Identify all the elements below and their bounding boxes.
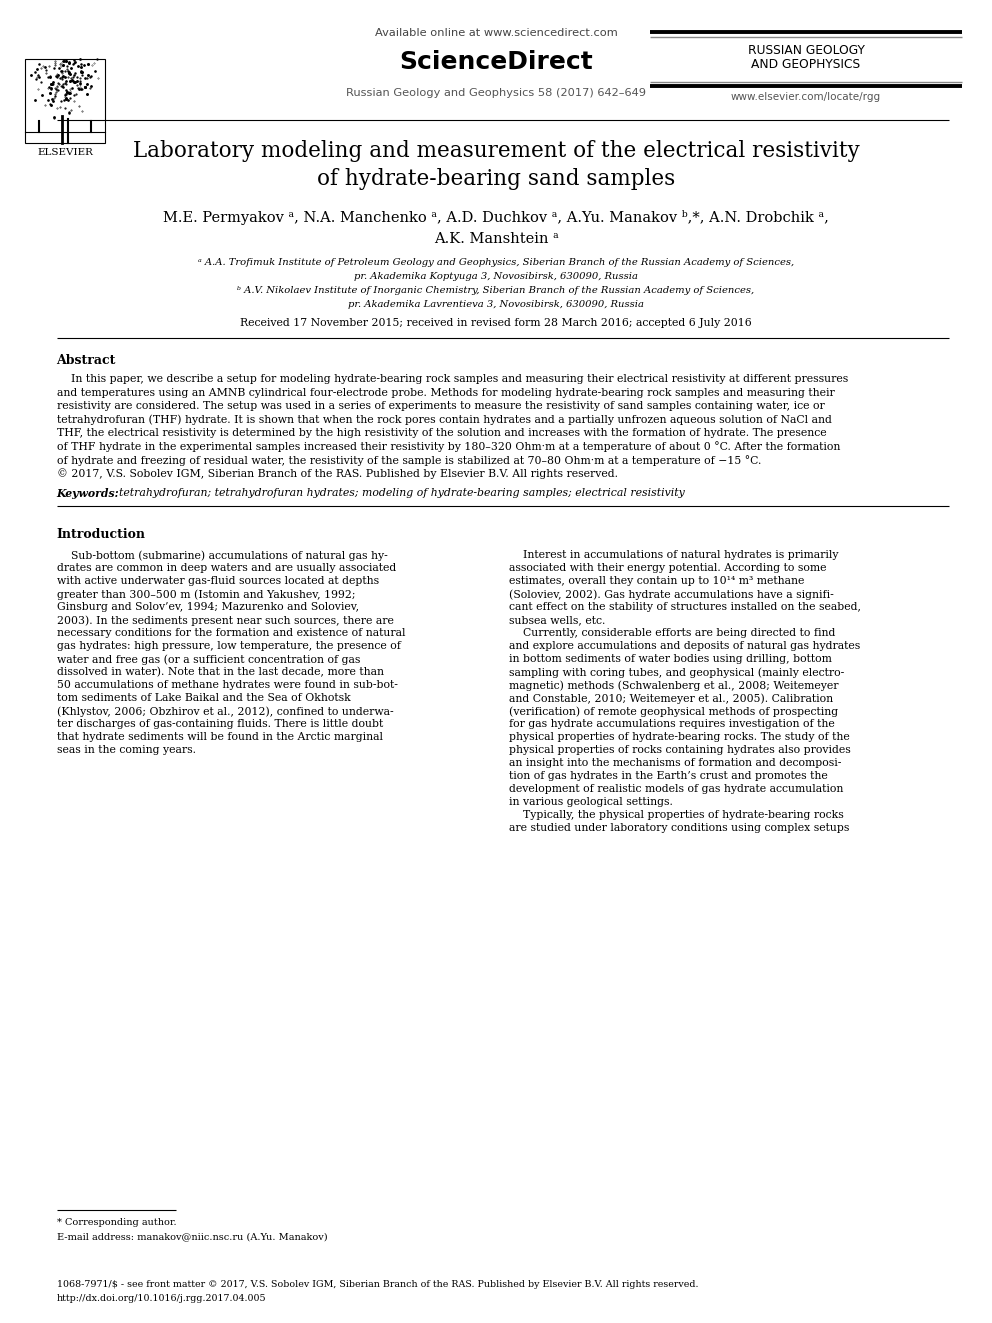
Text: are studied under laboratory conditions using complex setups: are studied under laboratory conditions … — [509, 823, 849, 833]
Text: of hydrate-bearing sand samples: of hydrate-bearing sand samples — [316, 168, 676, 191]
Text: AND GEOPHYSICS: AND GEOPHYSICS — [751, 58, 861, 71]
Text: Ginsburg and Solov’ev, 1994; Mazurenko and Soloviev,: Ginsburg and Solov’ev, 1994; Mazurenko a… — [57, 602, 359, 613]
Text: Keywords:: Keywords: — [57, 488, 123, 499]
Text: of hydrate and freezing of residual water, the resistivity of the sample is stab: of hydrate and freezing of residual wate… — [57, 455, 761, 466]
Text: Typically, the physical properties of hydrate-bearing rocks: Typically, the physical properties of hy… — [509, 810, 843, 820]
Text: resistivity are considered. The setup was used in a series of experiments to mea: resistivity are considered. The setup wa… — [57, 401, 824, 411]
Text: Sub-bottom (submarine) accumulations of natural gas hy-: Sub-bottom (submarine) accumulations of … — [57, 550, 387, 561]
Text: gas hydrates: high pressure, low temperature, the presence of: gas hydrates: high pressure, low tempera… — [57, 642, 401, 651]
Text: E-mail address: manakov@niic.nsc.ru (A.Yu. Manakov): E-mail address: manakov@niic.nsc.ru (A.Y… — [57, 1232, 327, 1241]
Text: development of realistic models of gas hydrate accumulation: development of realistic models of gas h… — [509, 785, 843, 794]
Text: ELSEVIER: ELSEVIER — [37, 148, 93, 157]
Text: (Khlystov, 2006; Obzhirov et al., 2012), confined to underwa-: (Khlystov, 2006; Obzhirov et al., 2012),… — [57, 706, 393, 717]
Text: greater than 300–500 m (Istomin and Yakushev, 1992;: greater than 300–500 m (Istomin and Yaku… — [57, 589, 355, 599]
Text: subsea wells, etc.: subsea wells, etc. — [509, 615, 605, 624]
Text: Russian Geology and Geophysics 58 (2017) 642–649: Russian Geology and Geophysics 58 (2017)… — [346, 89, 646, 98]
Text: THF, the electrical resistivity is determined by the high resistivity of the sol: THF, the electrical resistivity is deter… — [57, 429, 826, 438]
Text: * Corresponding author.: * Corresponding author. — [57, 1218, 177, 1226]
Text: an insight into the mechanisms of formation and decomposi-: an insight into the mechanisms of format… — [509, 758, 841, 767]
Text: physical properties of rocks containing hydrates also provides: physical properties of rocks containing … — [509, 745, 851, 755]
Text: of THF hydrate in the experimental samples increased their resistivity by 180–32: of THF hydrate in the experimental sampl… — [57, 442, 840, 452]
Text: sampling with coring tubes, and geophysical (mainly electro-: sampling with coring tubes, and geophysi… — [509, 667, 844, 677]
Text: that hydrate sediments will be found in the Arctic marginal: that hydrate sediments will be found in … — [57, 732, 383, 742]
Text: dissolved in water). Note that in the last decade, more than: dissolved in water). Note that in the la… — [57, 667, 384, 677]
Text: Laboratory modeling and measurement of the electrical resistivity: Laboratory modeling and measurement of t… — [133, 140, 859, 161]
Text: http://dx.doi.org/10.1016/j.rgg.2017.04.005: http://dx.doi.org/10.1016/j.rgg.2017.04.… — [57, 1294, 266, 1303]
Text: Available online at www.sciencedirect.com: Available online at www.sciencedirect.co… — [375, 28, 617, 38]
Text: associated with their energy potential. According to some: associated with their energy potential. … — [509, 564, 826, 573]
Text: Currently, considerable efforts are being directed to find: Currently, considerable efforts are bein… — [509, 628, 835, 638]
Text: Abstract: Abstract — [57, 355, 116, 366]
Text: with active underwater gas-fluid sources located at depths: with active underwater gas-fluid sources… — [57, 576, 379, 586]
Text: Received 17 November 2015; received in revised form 28 March 2016; accepted 6 Ju: Received 17 November 2015; received in r… — [240, 318, 752, 328]
Text: A.K. Manshtein ᵃ: A.K. Manshtein ᵃ — [434, 232, 558, 246]
Text: water and free gas (or a sufficient concentration of gas: water and free gas (or a sufficient conc… — [57, 654, 360, 664]
Text: estimates, overall they contain up to 10¹⁴ m³ methane: estimates, overall they contain up to 10… — [509, 576, 805, 586]
Text: 50 accumulations of methane hydrates were found in sub-bot-: 50 accumulations of methane hydrates wer… — [57, 680, 398, 691]
Text: and Constable, 2010; Weitemeyer et al., 2005). Calibration: and Constable, 2010; Weitemeyer et al., … — [509, 693, 833, 704]
Text: tom sediments of Lake Baikal and the Sea of Okhotsk: tom sediments of Lake Baikal and the Sea… — [57, 693, 350, 703]
Text: and temperatures using an AMNB cylindrical four-electrode probe. Methods for mod: and temperatures using an AMNB cylindric… — [57, 388, 834, 397]
Text: drates are common in deep waters and are usually associated: drates are common in deep waters and are… — [57, 564, 396, 573]
Text: in bottom sediments of water bodies using drilling, bottom: in bottom sediments of water bodies usin… — [509, 654, 831, 664]
Text: tetrahydrofuran; tetrahydrofuran hydrates; modeling of hydrate-bearing samples; : tetrahydrofuran; tetrahydrofuran hydrate… — [119, 488, 684, 497]
Text: RUSSIAN GEOLOGY: RUSSIAN GEOLOGY — [748, 44, 864, 57]
Text: pr. Akademika Koptyuga 3, Novosibirsk, 630090, Russia: pr. Akademika Koptyuga 3, Novosibirsk, 6… — [354, 273, 638, 280]
Text: ScienceDirect: ScienceDirect — [399, 50, 593, 74]
Text: (Soloviev, 2002). Gas hydrate accumulations have a signifi-: (Soloviev, 2002). Gas hydrate accumulati… — [509, 589, 833, 599]
Text: ᵃ A.A. Trofimuk Institute of Petroleum Geology and Geophysics, Siberian Branch o: ᵃ A.A. Trofimuk Institute of Petroleum G… — [198, 258, 794, 267]
Text: Interest in accumulations of natural hydrates is primarily: Interest in accumulations of natural hyd… — [509, 550, 838, 560]
Text: © 2017, V.S. Sobolev IGM, Siberian Branch of the RAS. Published by Elsevier B.V.: © 2017, V.S. Sobolev IGM, Siberian Branc… — [57, 468, 618, 479]
Text: Introduction: Introduction — [57, 528, 146, 541]
Text: and explore accumulations and deposits of natural gas hydrates: and explore accumulations and deposits o… — [509, 642, 860, 651]
Text: 1068-7971/$ - see front matter © 2017, V.S. Sobolev IGM, Siberian Branch of the : 1068-7971/$ - see front matter © 2017, V… — [57, 1279, 698, 1289]
Text: magnetic) methods (Schwalenberg et al., 2008; Weitemeyer: magnetic) methods (Schwalenberg et al., … — [509, 680, 838, 691]
Text: 2003). In the sediments present near such sources, there are: 2003). In the sediments present near suc… — [57, 615, 394, 626]
Text: tetrahydrofuran (THF) hydrate. It is shown that when the rock pores contain hydr: tetrahydrofuran (THF) hydrate. It is sho… — [57, 414, 831, 425]
Text: for gas hydrate accumulations requires investigation of the: for gas hydrate accumulations requires i… — [509, 718, 834, 729]
Bar — [26, 60, 104, 143]
Text: pr. Akademika Lavrentieva 3, Novosibirsk, 630090, Russia: pr. Akademika Lavrentieva 3, Novosibirsk… — [348, 300, 644, 310]
Text: seas in the coming years.: seas in the coming years. — [57, 745, 195, 755]
Text: cant effect on the stability of structures installed on the seabed,: cant effect on the stability of structur… — [509, 602, 861, 613]
Text: (verification) of remote geophysical methods of prospecting: (verification) of remote geophysical met… — [509, 706, 838, 717]
Text: in various geological settings.: in various geological settings. — [509, 796, 673, 807]
Text: tion of gas hydrates in the Earth’s crust and promotes the: tion of gas hydrates in the Earth’s crus… — [509, 771, 827, 781]
Text: www.elsevier.com/locate/rgg: www.elsevier.com/locate/rgg — [731, 93, 881, 102]
Text: necessary conditions for the formation and existence of natural: necessary conditions for the formation a… — [57, 628, 405, 638]
Text: M.E. Permyakov ᵃ, N.A. Manchenko ᵃ, A.D. Duchkov ᵃ, A.Yu. Manakov ᵇ,*, A.N. Drob: M.E. Permyakov ᵃ, N.A. Manchenko ᵃ, A.D.… — [163, 210, 829, 225]
Text: ᵇ A.V. Nikolaev Institute of Inorganic Chemistry, Siberian Branch of the Russian: ᵇ A.V. Nikolaev Institute of Inorganic C… — [237, 286, 755, 295]
Text: In this paper, we describe a setup for modeling hydrate-bearing rock samples and: In this paper, we describe a setup for m… — [57, 374, 848, 384]
Text: physical properties of hydrate-bearing rocks. The study of the: physical properties of hydrate-bearing r… — [509, 732, 849, 742]
Text: ter discharges of gas-containing fluids. There is little doubt: ter discharges of gas-containing fluids.… — [57, 718, 383, 729]
